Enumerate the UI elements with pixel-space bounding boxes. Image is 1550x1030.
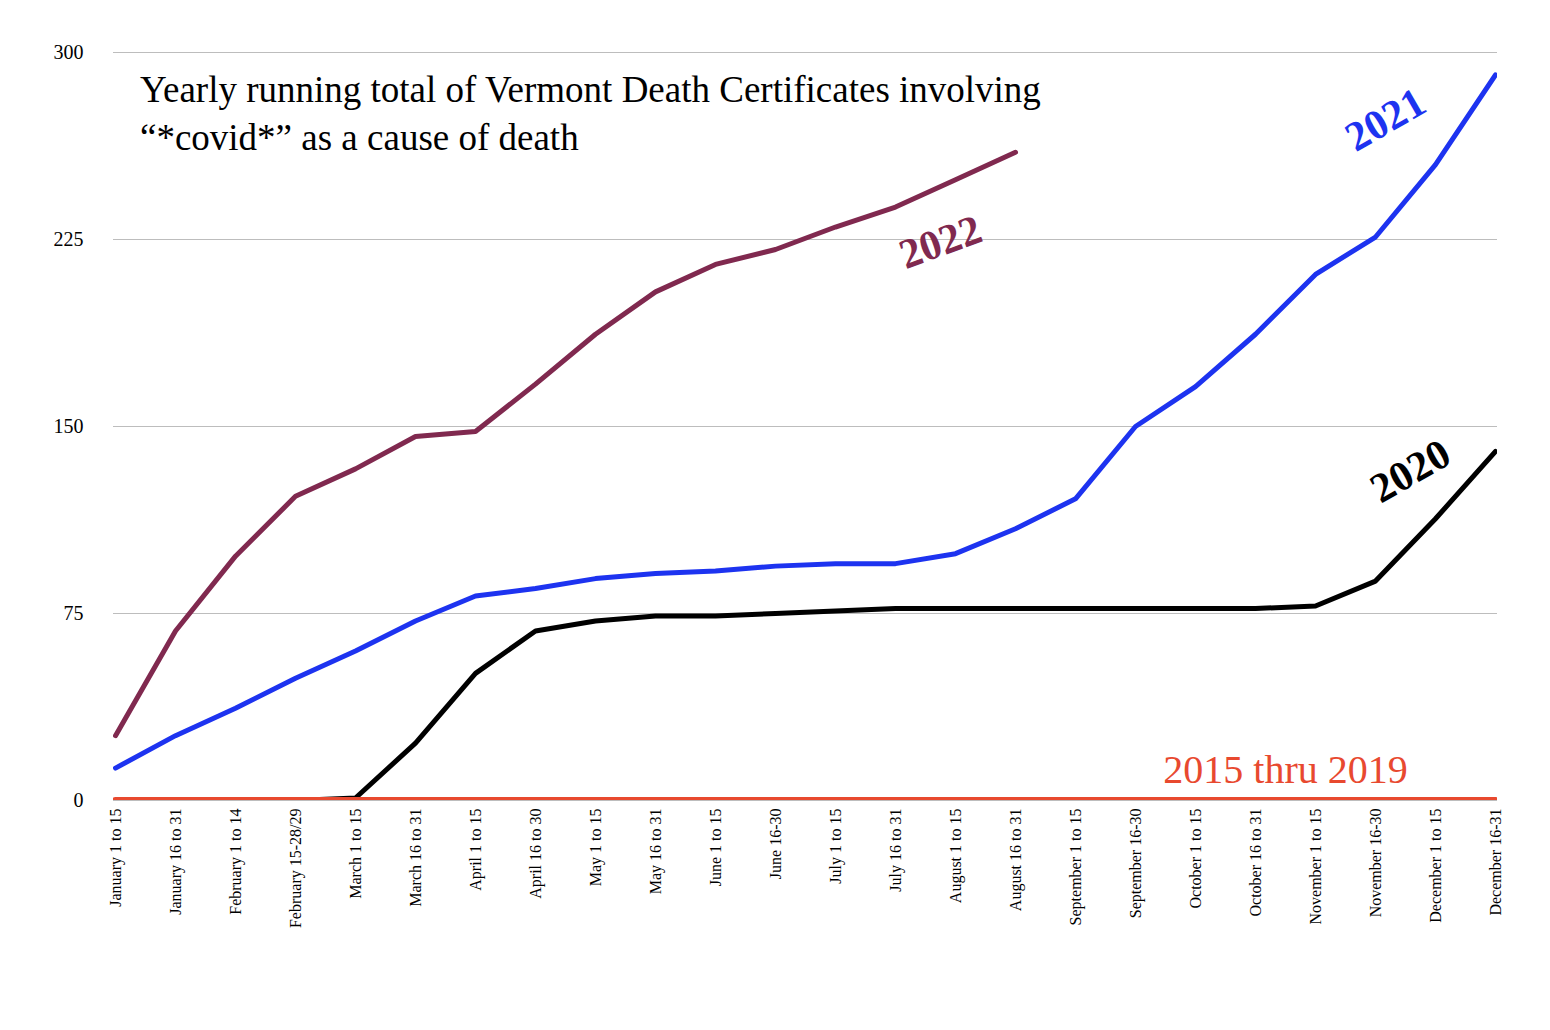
svg-text:April 16 to 30: April 16 to 30	[527, 809, 545, 899]
svg-text:July 1 to 15: July 1 to 15	[827, 809, 845, 884]
svg-text:October 1 to 15: October 1 to 15	[1187, 809, 1204, 909]
html-text:Yearly running total of Vermon: Yearly running total of Vermont Death Ce…	[140, 69, 1041, 159]
svg-text:March 1 to 15: March 1 to 15	[347, 809, 364, 899]
svg-text:2021: 2021	[1337, 79, 1433, 161]
svg-text:300: 300	[54, 41, 84, 63]
svg-text:July 16 to 31: July 16 to 31	[887, 809, 905, 892]
svg-text:0: 0	[74, 789, 84, 811]
svg-text:January 1 to 15: January 1 to 15	[107, 809, 125, 907]
svg-text:March 16 to 31: March 16 to 31	[407, 809, 424, 907]
svg-text:225: 225	[54, 228, 84, 250]
svg-text:June 1 to 15: June 1 to 15	[707, 809, 724, 887]
svg-text:2022: 2022	[893, 206, 988, 278]
svg-text:January 16 to 31: January 16 to 31	[167, 809, 185, 915]
svg-text:75: 75	[64, 602, 84, 624]
svg-text:May 1 to 15: May 1 to 15	[587, 809, 605, 887]
svg-text:June 16-30: June 16-30	[767, 809, 784, 880]
svg-text:150: 150	[54, 415, 84, 437]
svg-text:September 1 to 15: September 1 to 15	[1067, 809, 1085, 926]
svg-text:October 16 to 31: October 16 to 31	[1247, 809, 1264, 917]
svg-text:November 1 to 15: November 1 to 15	[1307, 809, 1324, 925]
svg-text:December 16-31: December 16-31	[1487, 809, 1504, 916]
svg-text:April 1 to 15: April 1 to 15	[467, 809, 485, 891]
svg-text:December 1 to 15: December 1 to 15	[1427, 809, 1444, 923]
svg-text:November 16-30: November 16-30	[1367, 809, 1384, 918]
svg-text:August 1 to 15: August 1 to 15	[947, 809, 965, 904]
svg-text:2020: 2020	[1362, 430, 1458, 512]
svg-text:February 15-28/29: February 15-28/29	[287, 809, 305, 929]
svg-text:2015 thru 2019: 2015 thru 2019	[1163, 747, 1407, 792]
svg-text:February 1 to 14: February 1 to 14	[227, 809, 245, 915]
svg-text:May 16 to 31: May 16 to 31	[647, 809, 665, 895]
svg-text:September 16-30: September 16-30	[1127, 809, 1145, 919]
svg-text:August 16 to 31: August 16 to 31	[1007, 809, 1025, 912]
